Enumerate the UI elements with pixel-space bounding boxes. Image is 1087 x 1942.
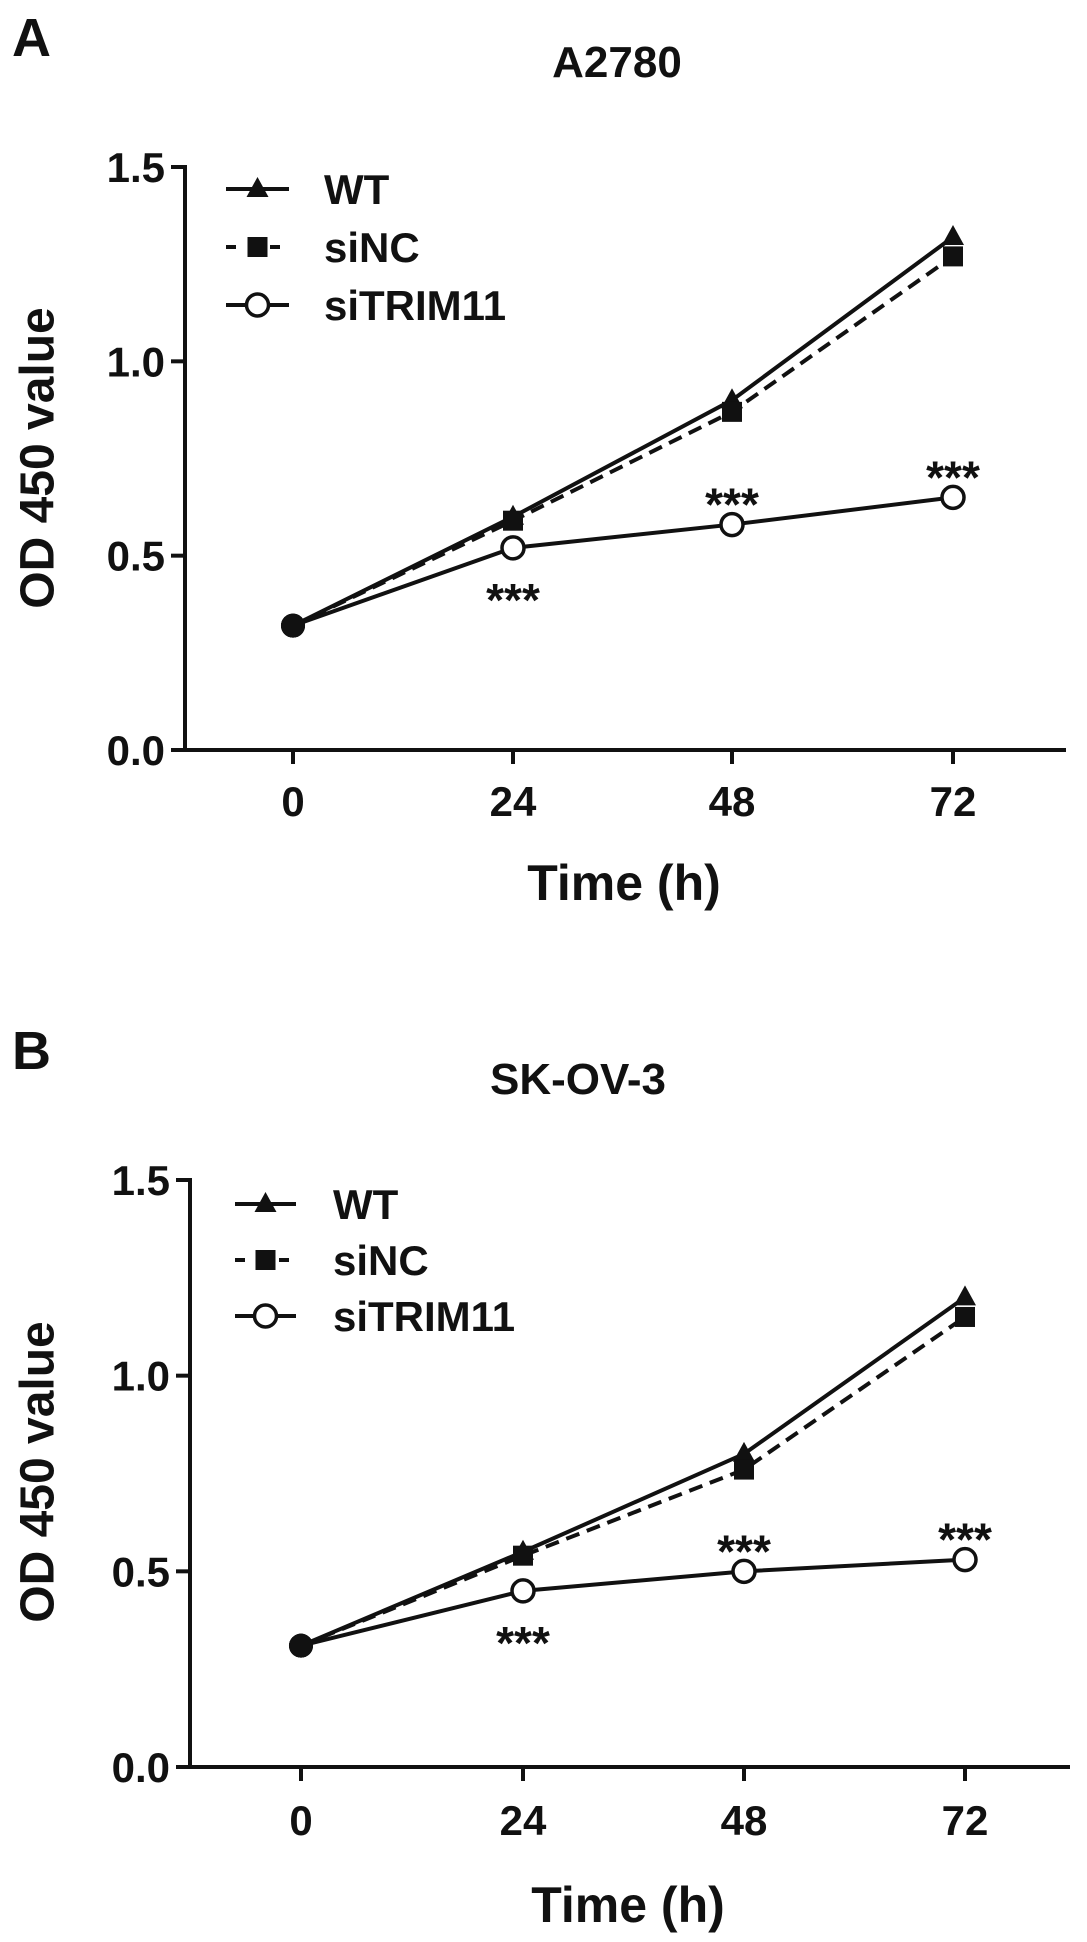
data-point <box>942 224 964 245</box>
x-tick-label: 72 <box>930 778 977 825</box>
series-sitrim11 <box>281 484 966 638</box>
chart-title: A2780 <box>552 38 682 87</box>
series-line-sitrim11 <box>292 495 954 628</box>
x-tick-label: 72 <box>942 1797 989 1844</box>
series-wt <box>289 1285 976 1658</box>
legend-item: siNC <box>235 1237 429 1284</box>
data-point <box>281 613 305 638</box>
panel-letter: A <box>12 8 51 68</box>
data-point <box>955 1306 975 1327</box>
significance-annotation: *** <box>496 1617 550 1669</box>
series-line-sinc <box>292 254 955 628</box>
x-tick-label: 24 <box>490 778 537 825</box>
y-tick-label: 1.0 <box>107 338 165 385</box>
legend-label: siTRIM11 <box>333 1293 515 1340</box>
legend-marker-open-circle-icon <box>252 1303 279 1329</box>
legend-item: WT <box>226 166 390 213</box>
x-tick-label: 48 <box>721 1797 768 1844</box>
x-tick-label: 0 <box>289 1797 312 1844</box>
y-axis-label: OD 450 value <box>12 1321 65 1623</box>
data-point <box>503 510 523 531</box>
x-tick-label: 48 <box>709 778 756 825</box>
legend-item: WT <box>235 1181 399 1228</box>
data-point <box>943 246 963 267</box>
chart-title: SK-OV-3 <box>490 1055 666 1104</box>
y-tick-label: 1.0 <box>112 1353 170 1400</box>
significance-annotation: *** <box>486 574 540 626</box>
legend-item: siTRIM11 <box>226 282 506 329</box>
legend-marker-triangle-icon <box>254 1192 277 1212</box>
legend-marker-triangle-icon <box>246 177 269 197</box>
data-point <box>500 535 526 561</box>
significance-annotation: *** <box>926 451 980 503</box>
data-point <box>722 401 742 422</box>
x-axis-label: Time (h) <box>531 1877 725 1933</box>
data-point <box>954 1285 976 1306</box>
y-tick-label: 0.5 <box>112 1548 170 1595</box>
significance-annotation: *** <box>705 479 759 531</box>
data-point <box>734 1459 754 1480</box>
y-tick-label: 1.5 <box>107 144 165 191</box>
legend-item: siNC <box>226 224 420 271</box>
y-tick-label: 0.0 <box>112 1744 170 1791</box>
legend-marker-square-icon <box>247 237 268 257</box>
data-point <box>952 1546 978 1573</box>
data-point <box>733 1441 755 1462</box>
significance-annotation: *** <box>938 1514 992 1566</box>
significance-annotation: *** <box>717 1525 771 1577</box>
series-line-sitrim11 <box>300 1557 966 1648</box>
legend-marker-open-circle-icon <box>244 292 271 318</box>
data-point <box>289 1633 313 1658</box>
x-axis-label: Time (h) <box>527 855 721 911</box>
x-tick-label: 24 <box>500 1797 547 1844</box>
legend-label: WT <box>324 166 390 213</box>
series-line-sinc <box>300 1315 967 1648</box>
data-point <box>513 1545 533 1566</box>
y-axis-label: OD 450 value <box>12 307 65 609</box>
legend-label: WT <box>333 1181 399 1228</box>
panel-b: B SK-OV-3 0.0 0.5 1.0 1.5 0 24 48 72 Time (h) OD 45… <box>12 1021 1070 1933</box>
panel-a: A A2780 0.0 0.5 1.0 1.5 0 24 48 72 Time (h) OD 450 … <box>12 8 1066 911</box>
series-sitrim11 <box>289 1546 978 1658</box>
y-tick-label: 0.0 <box>107 727 165 774</box>
legend-item: siTRIM11 <box>235 1293 515 1340</box>
series-sinc <box>281 246 963 638</box>
y-tick-label: 1.5 <box>112 1157 170 1204</box>
legend-marker-square-icon <box>255 1250 276 1270</box>
y-tick-label: 0.5 <box>107 533 165 580</box>
legend-label: siNC <box>324 224 420 271</box>
legend-label: siTRIM11 <box>324 282 506 329</box>
data-point <box>940 484 966 511</box>
series-line-wt <box>300 1295 967 1648</box>
legend-label: siNC <box>333 1237 429 1284</box>
data-point <box>731 1558 757 1585</box>
data-point <box>719 511 745 538</box>
panel-letter: B <box>12 1021 51 1081</box>
data-point <box>510 1578 536 1604</box>
x-tick-label: 0 <box>281 778 304 825</box>
